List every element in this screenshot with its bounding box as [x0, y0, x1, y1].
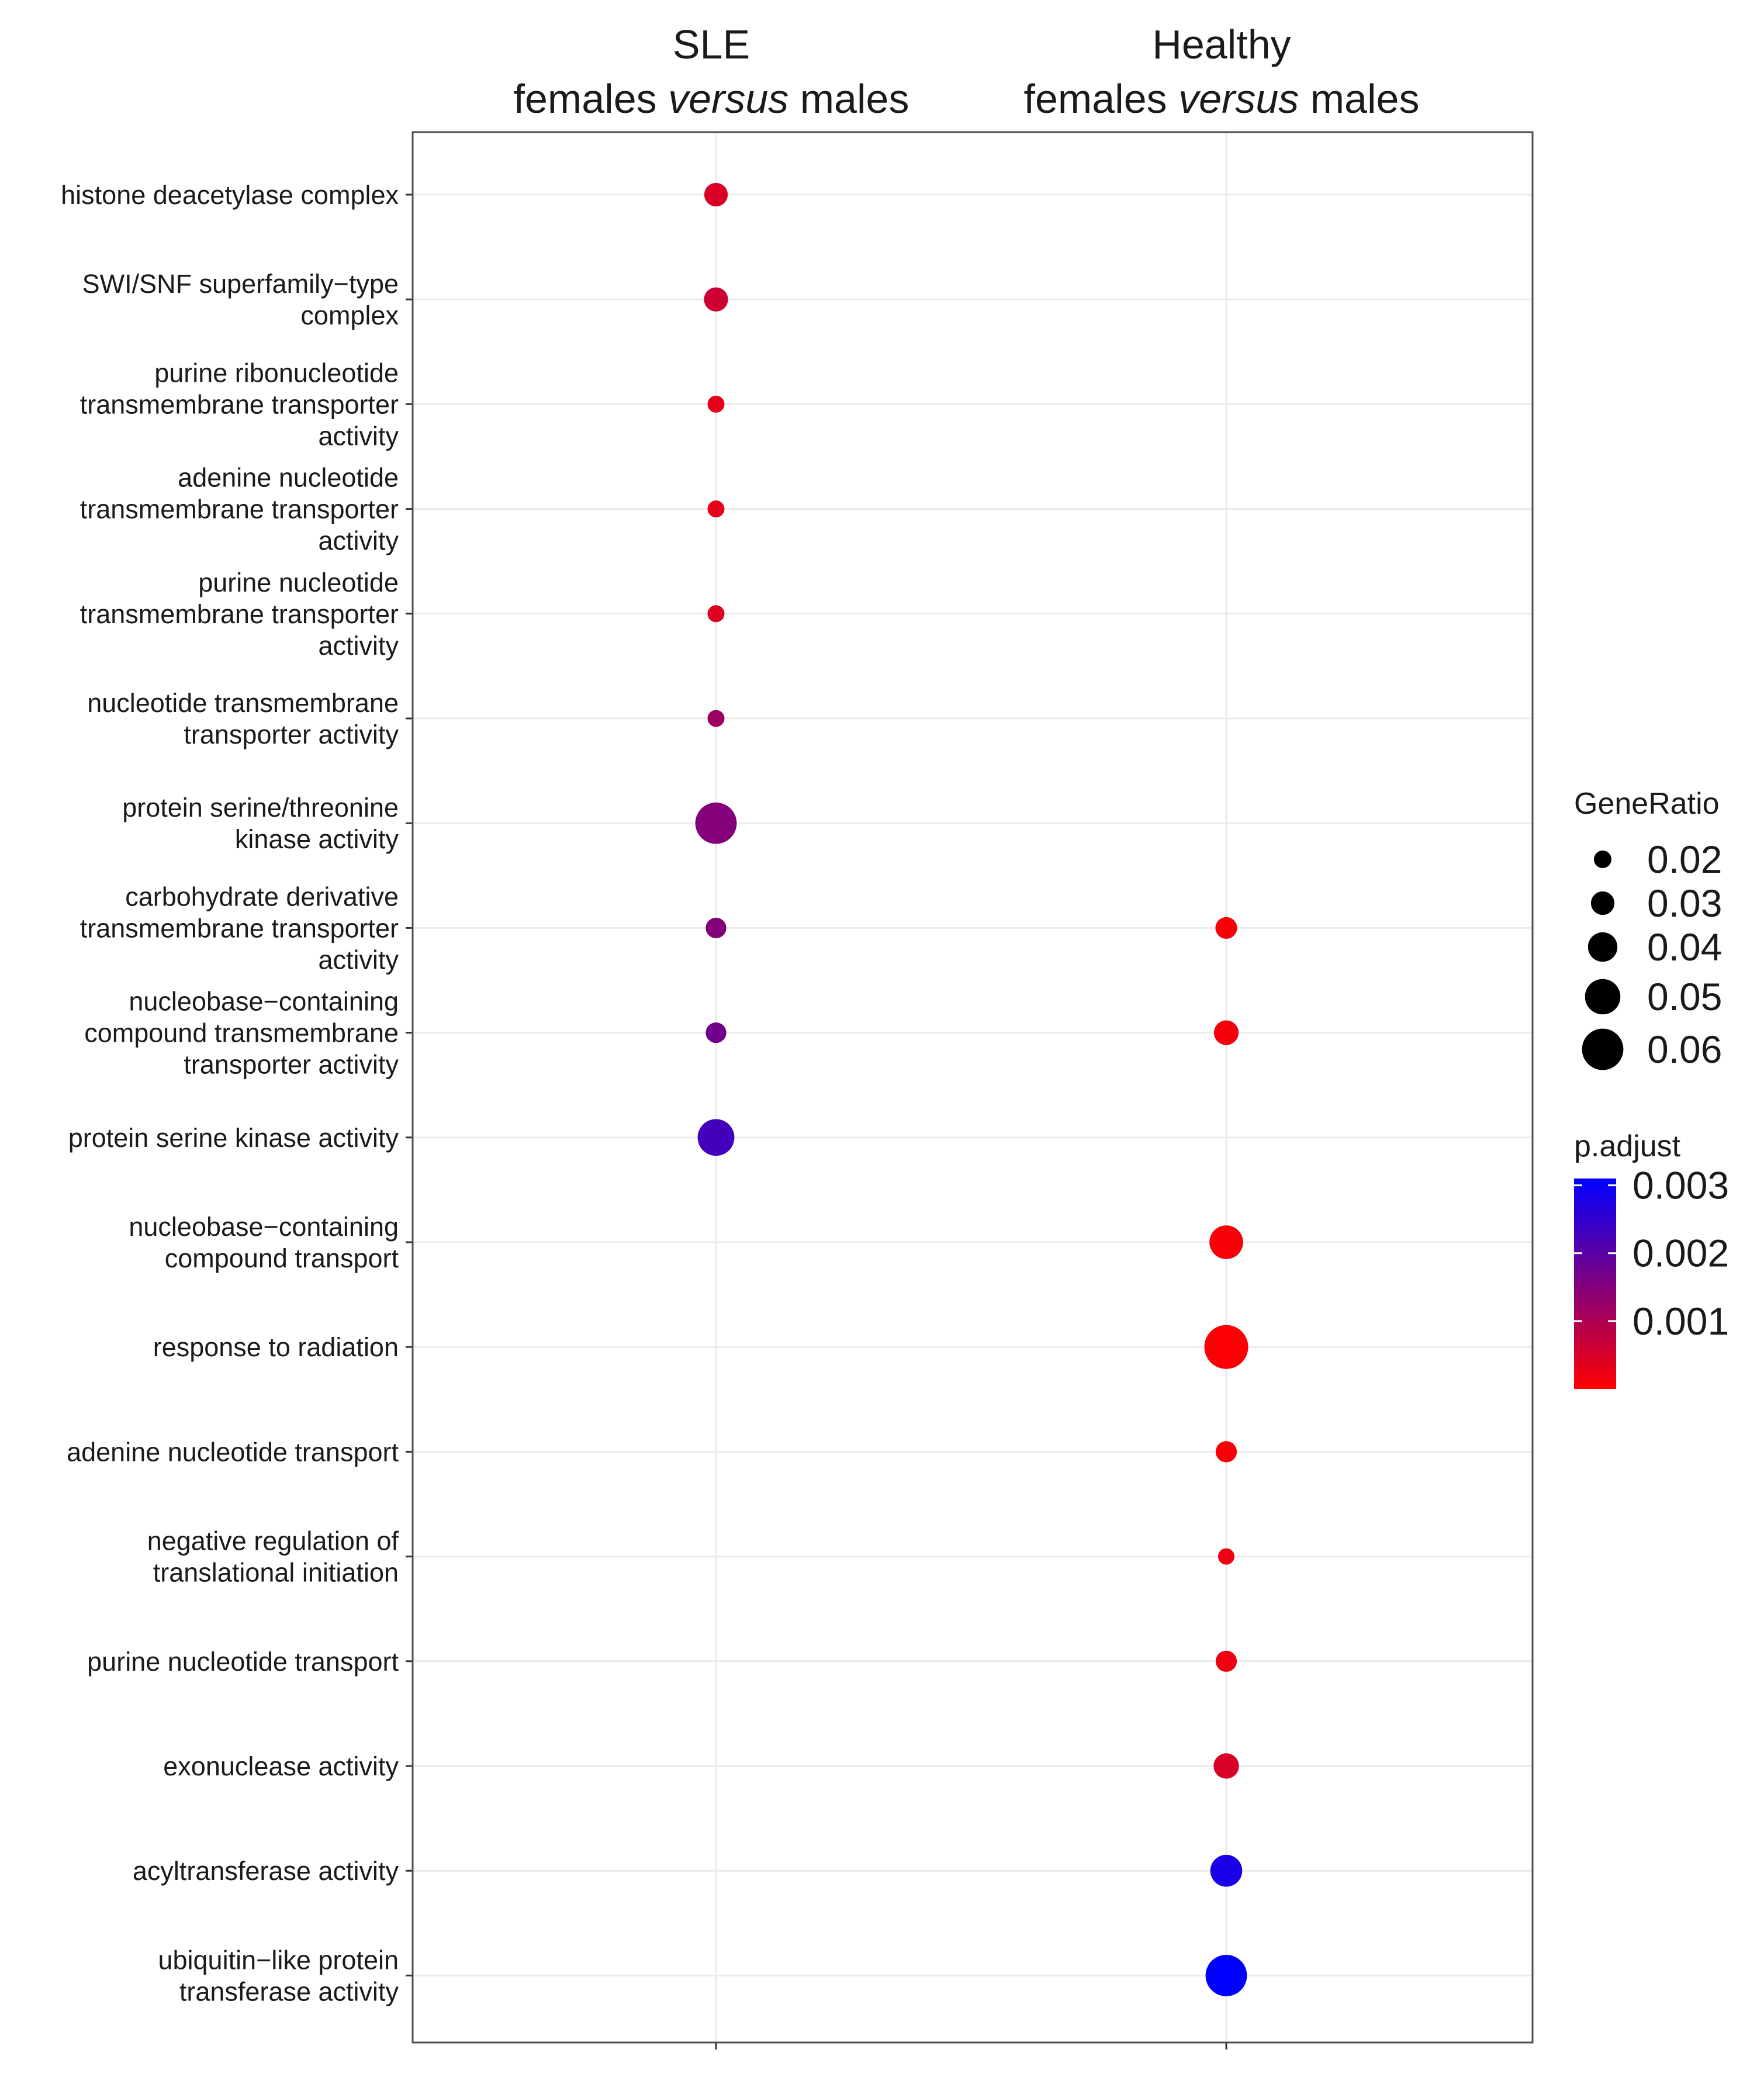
y-tick-label: translational initiation: [153, 1558, 399, 1588]
y-tick-label: adenine nucleotide: [178, 463, 399, 493]
panel-border: [411, 131, 1534, 2044]
y-axis-labels: histone deacetylase complex SWI/SNF super…: [61, 180, 399, 2006]
y-tick-label: activity: [318, 526, 399, 556]
data-point: [1215, 917, 1237, 939]
column-title-italic: versus: [1178, 76, 1299, 122]
y-tick-label: nucleobase−containing: [129, 1212, 399, 1242]
size-legend-title: GeneRatio: [1574, 787, 1720, 821]
data-point: [704, 287, 728, 312]
data-point: [707, 710, 725, 727]
y-tick-label: activity: [318, 631, 399, 661]
plot-panel: [406, 131, 1534, 2050]
data-points: [695, 182, 1248, 1996]
y-tick-label: kinase activity: [235, 824, 399, 854]
y-tick-label: activity: [318, 945, 399, 974]
color-legend-label: 0.001: [1632, 1300, 1729, 1343]
size-legend-dot: [1590, 891, 1615, 915]
column-title-line1: Healthy: [1152, 22, 1291, 67]
data-point: [705, 917, 727, 938]
y-tick-label: compound transport: [165, 1243, 399, 1273]
color-legend-label: 0.003: [1632, 1164, 1729, 1207]
y-tick-label: protein serine/threonine: [122, 793, 399, 822]
y-tick-label: transmembrane transporter: [80, 599, 399, 629]
y-tick-label: protein serine kinase activity: [68, 1123, 399, 1153]
size-legend-dot: [1582, 1028, 1624, 1070]
y-tick-label: acyltransferase activity: [133, 1856, 399, 1886]
y-tick-label: transferase activity: [179, 1976, 399, 2006]
y-tick-label: carbohydrate derivative: [125, 882, 399, 911]
y-tick-label: response to radiation: [153, 1332, 399, 1362]
size-legend-dot: [1585, 979, 1621, 1015]
column-title-prefix: females: [1024, 76, 1179, 122]
color-legend-bar: [1574, 1179, 1616, 1389]
y-tick-label: exonuclease activity: [163, 1751, 399, 1781]
y-tick-label: purine nucleotide: [198, 568, 399, 597]
y-tick-label: transmembrane transporter: [80, 495, 399, 524]
y-tick-label: nucleotide transmembrane: [87, 688, 399, 718]
y-tick-label: purine ribonucleotide: [154, 358, 399, 388]
size-legend-label: 0.05: [1647, 975, 1722, 1018]
size-legend: GeneRatio 0.020.030.04 0.05 0.06: [1574, 787, 1722, 1071]
data-point: [707, 605, 725, 623]
size-legend-dot: [1594, 851, 1611, 868]
data-point: [697, 1119, 735, 1156]
y-tick-label: ubiquitin−like protein: [158, 1945, 399, 1975]
data-point: [704, 182, 728, 207]
size-legend-label: 0.02: [1647, 838, 1722, 881]
data-point: [1213, 1753, 1239, 1779]
y-tick-label: compound transmembrane: [84, 1018, 399, 1048]
y-tick-label: transmembrane transporter: [80, 389, 399, 419]
column-title-italic: versus: [668, 76, 788, 122]
y-tick-label: transporter activity: [184, 720, 399, 749]
data-point: [1205, 1955, 1247, 1996]
column-title-suffix: males: [1299, 76, 1419, 122]
data-point: [1215, 1650, 1237, 1672]
y-tick-label: SWI/SNF superfamily−type: [82, 269, 399, 299]
y-tick-label: complex: [300, 300, 399, 330]
data-point: [1215, 1441, 1237, 1463]
data-point: [1210, 1854, 1243, 1887]
data-point: [1218, 1548, 1234, 1565]
size-legend-label: 0.03: [1647, 882, 1722, 925]
data-point: [1204, 1325, 1248, 1369]
size-legend-label: 0.04: [1647, 925, 1722, 969]
grid-lines: [413, 132, 1533, 2043]
column-title-prefix: females: [514, 76, 669, 122]
column-title-line2: females versus males: [1024, 76, 1420, 122]
color-legend-label: 0.002: [1632, 1232, 1729, 1275]
column-title-line1: SLE: [673, 22, 750, 67]
y-tick-label: purine nucleotide transport: [87, 1647, 399, 1677]
data-point: [1209, 1225, 1243, 1259]
size-legend-label: 0.06: [1647, 1028, 1722, 1071]
y-tick-label: histone deacetylase complex: [61, 180, 399, 210]
data-point: [695, 802, 737, 844]
y-tick-label: adenine nucleotide transport: [67, 1437, 399, 1467]
y-tick-label: activity: [318, 421, 399, 451]
y-tick-label: transporter activity: [184, 1050, 399, 1080]
data-point: [1213, 1020, 1239, 1045]
y-tick-label: negative regulation of: [147, 1526, 399, 1556]
data-point: [707, 395, 725, 413]
column-title-line2: females versus males: [514, 76, 909, 122]
y-tick-label: nucleobase−containing: [129, 987, 399, 1017]
y-tick-label: transmembrane transporter: [80, 913, 399, 943]
column-title-suffix: males: [788, 76, 909, 122]
color-legend-title: p.adjust: [1574, 1129, 1681, 1163]
size-legend-dot: [1587, 932, 1618, 962]
data-point: [707, 500, 725, 518]
data-point: [705, 1022, 727, 1043]
